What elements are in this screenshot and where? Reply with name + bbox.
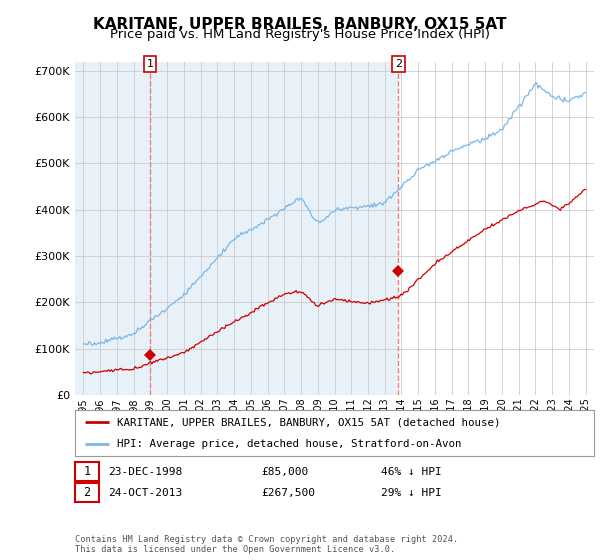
Text: 46% ↓ HPI: 46% ↓ HPI: [381, 466, 442, 477]
Text: 29% ↓ HPI: 29% ↓ HPI: [381, 488, 442, 498]
Text: HPI: Average price, detached house, Stratford-on-Avon: HPI: Average price, detached house, Stra…: [116, 440, 461, 450]
Text: KARITANE, UPPER BRAILES, BANBURY, OX15 5AT (detached house): KARITANE, UPPER BRAILES, BANBURY, OX15 5…: [116, 417, 500, 427]
Text: 24-OCT-2013: 24-OCT-2013: [108, 488, 182, 498]
Text: £267,500: £267,500: [261, 488, 315, 498]
Text: Price paid vs. HM Land Registry's House Price Index (HPI): Price paid vs. HM Land Registry's House …: [110, 28, 490, 41]
Text: 2: 2: [83, 486, 91, 500]
Text: 1: 1: [146, 59, 154, 69]
Bar: [75, 62, 398, 395]
Text: KARITANE, UPPER BRAILES, BANBURY, OX15 5AT: KARITANE, UPPER BRAILES, BANBURY, OX15 5…: [93, 17, 507, 32]
Text: Contains HM Land Registry data © Crown copyright and database right 2024.
This d: Contains HM Land Registry data © Crown c…: [75, 535, 458, 554]
Text: 2: 2: [395, 59, 402, 69]
Text: 23-DEC-1998: 23-DEC-1998: [108, 466, 182, 477]
Text: £85,000: £85,000: [261, 466, 308, 477]
Text: 1: 1: [83, 465, 91, 478]
